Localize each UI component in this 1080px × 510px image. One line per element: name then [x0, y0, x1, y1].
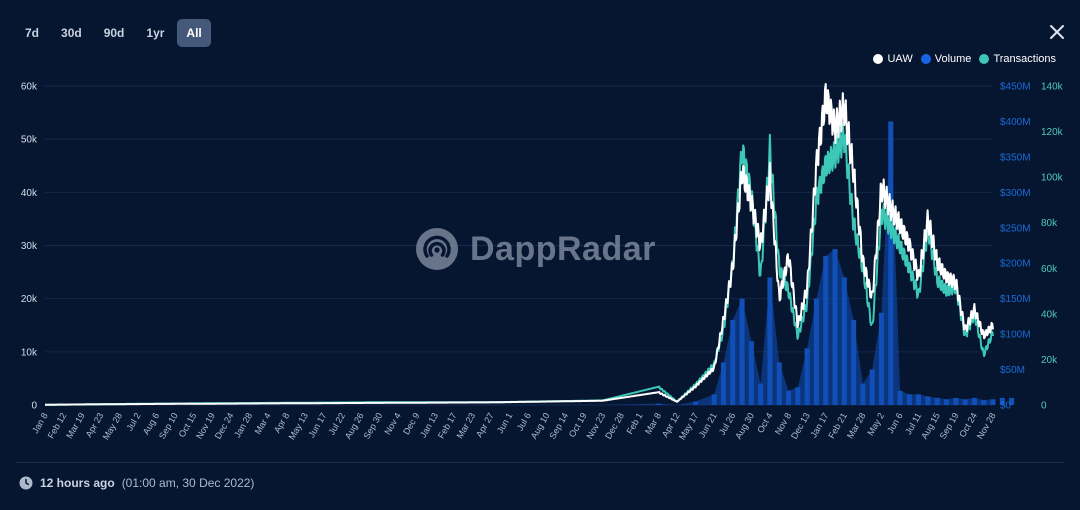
y-tick-label-volume: $450M: [1000, 82, 1031, 93]
range-tabs: 7d 30d 90d 1yr All: [16, 19, 211, 47]
chart-lines: [44, 83, 994, 406]
x-tick-label: Apr 27: [474, 411, 496, 439]
tab-1yr[interactable]: 1yr: [146, 26, 165, 40]
last-updated-relative: 12 hours ago: [40, 476, 115, 490]
x-tick-label: Mar 19: [64, 411, 87, 440]
x-tick-label: Dec 13: [789, 411, 812, 441]
y-tick-label-transactions: 100k: [1041, 173, 1064, 184]
chart-legend: UAW Volume Transactions: [873, 53, 1056, 65]
dappradar-logo-icon: [416, 228, 458, 270]
y-tick-label-uaw: 60k: [21, 82, 38, 93]
tab-all[interactable]: All: [177, 19, 211, 47]
activity-chart: 0 10k 20k 30k 40k 50k 60k $0 $50M $100M $150M $200…: [21, 82, 1064, 442]
legend-label-volume: Volume: [934, 53, 972, 65]
tab-7d[interactable]: 7d: [25, 26, 40, 40]
x-tick-label: Aug 30: [733, 411, 756, 441]
y-tick-label-volume: $200M: [1000, 259, 1031, 270]
y-tick-label-transactions: 0: [1041, 401, 1047, 412]
x-tick-label: Sep 30: [361, 411, 384, 441]
y-tick-label-volume: $250M: [1000, 223, 1031, 234]
y-tick-label-uaw: 20k: [21, 294, 38, 305]
x-tick-label: Oct 4: [755, 411, 774, 435]
close-icon[interactable]: [1048, 23, 1066, 41]
y-tick-label-uaw: 0: [31, 401, 37, 412]
x-tick-label: Feb 1: [624, 411, 644, 436]
volume-bar: [1009, 397, 1015, 405]
y-tick-label-uaw: 10k: [21, 347, 38, 358]
legend-item-uaw[interactable]: UAW: [873, 53, 913, 65]
legend-dot-uaw: [873, 54, 884, 64]
x-tick-label: Jul 2: [125, 411, 143, 432]
x-tick-label: Jun 1: [495, 411, 515, 435]
y-tick-label-volume: $300M: [1000, 188, 1031, 199]
x-tick-label: Sep 19: [938, 411, 961, 441]
x-tick-label: Jun 21: [697, 411, 719, 439]
y-tick-label-volume: $50M: [1000, 365, 1025, 376]
y-tick-label-volume: $400M: [1000, 117, 1031, 128]
x-tick-label: Nov 28: [975, 411, 998, 441]
x-tick-label: Nov 4: [382, 411, 402, 436]
x-tick-label: Jul 6: [515, 411, 533, 432]
clock-icon: [19, 476, 33, 490]
tab-30d[interactable]: 30d: [61, 26, 82, 40]
x-tick-label: Sep 10: [157, 411, 180, 441]
y-tick-label-transactions: 20k: [1041, 355, 1058, 366]
x-tick-label: Sep 14: [547, 411, 570, 441]
y-tick-label-transactions: 120k: [1041, 127, 1064, 138]
last-updated: 12 hours ago (01:00 am, 30 Dec 2022): [19, 476, 254, 490]
x-tick-label: May 2: [865, 411, 886, 437]
volume-bars: [45, 121, 1015, 406]
x-tick-label: Dec 28: [603, 411, 626, 441]
x-tick-label: Mar 4: [253, 411, 273, 436]
legend-item-transactions[interactable]: Transactions: [979, 53, 1056, 65]
last-updated-absolute: (01:00 am, 30 Dec 2022): [121, 476, 255, 490]
uaw-line: [44, 83, 994, 406]
chart-grid: [45, 85, 993, 406]
tab-90d[interactable]: 90d: [103, 26, 125, 40]
legend-item-volume[interactable]: Volume: [920, 53, 972, 65]
volume-area: [45, 121, 993, 406]
x-tick-label: Mar 28: [845, 411, 868, 440]
y-axis-transactions: 0 20k 40k 60k 80k 100k 120k 140k: [1041, 82, 1064, 412]
y-tick-label-uaw: 40k: [21, 188, 38, 199]
legend-dot-volume: [920, 54, 931, 64]
watermark-text: DappRadar: [470, 229, 656, 268]
x-tick-label: Apr 8: [272, 411, 291, 435]
y-tick-label-transactions: 140k: [1041, 82, 1064, 93]
x-tick-label: Dec 24: [213, 411, 236, 441]
y-tick-label-volume: $100M: [1000, 330, 1031, 341]
dappradar-watermark: DappRadar: [414, 226, 656, 272]
x-tick-label: Jan 28: [232, 411, 254, 439]
legend-label-uaw: UAW: [887, 53, 913, 65]
y-tick-label-uaw: 30k: [21, 241, 38, 252]
y-tick-label-transactions: 60k: [1041, 264, 1058, 275]
y-axis-uaw: 0 10k 20k 30k 40k 50k 60k: [21, 82, 38, 412]
x-tick-label: Mar 23: [455, 411, 478, 440]
y-tick-label-uaw: 50k: [21, 135, 38, 146]
y-tick-label-volume: $0: [1000, 401, 1012, 412]
legend-label-transactions: Transactions: [993, 53, 1056, 65]
volume-bar: [999, 397, 1005, 405]
x-tick-label: Jun 17: [306, 411, 328, 439]
y-axis-volume: $0 $50M $100M $150M $200M $250M $300M $350M $400…: [1000, 82, 1031, 412]
y-tick-label-transactions: 40k: [1041, 309, 1058, 320]
y-tick-label-volume: $350M: [1000, 152, 1031, 163]
y-tick-label-volume: $150M: [1000, 294, 1031, 305]
y-tick-label-transactions: 80k: [1041, 218, 1058, 229]
legend-dot-transactions: [979, 54, 990, 64]
footer-divider: [16, 462, 1064, 463]
